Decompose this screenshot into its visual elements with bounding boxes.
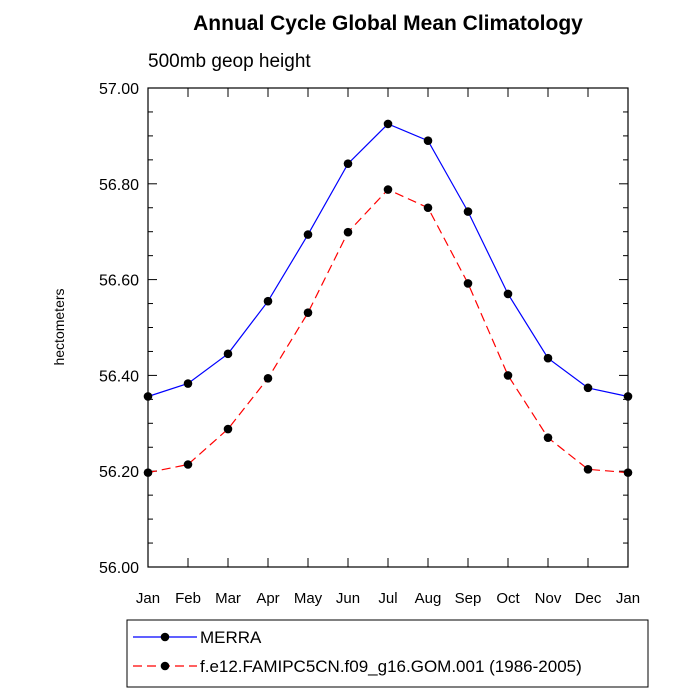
x-tick-label: Oct [496, 590, 520, 607]
series-1-point [623, 468, 633, 477]
series-0-point [583, 383, 593, 393]
x-tick-label: Apr [256, 590, 279, 607]
series-1-point [223, 424, 233, 434]
series-1-point [503, 371, 513, 380]
x-tick-label: Feb [175, 590, 201, 607]
series-1-point [303, 308, 313, 317]
chart-subtitle: 500mb geop height [148, 51, 311, 72]
series-0-point [303, 230, 313, 239]
x-tick-label: Nov [535, 590, 562, 607]
series-1-point [183, 460, 193, 469]
series-layer [143, 119, 633, 477]
x-tick-label: May [294, 590, 323, 607]
legend: MERRA f.e12.FAMIPC5CN.f09_g16.GOM.001 (19… [126, 619, 649, 688]
legend-marker-0 [160, 632, 170, 642]
series-0-point [623, 392, 633, 401]
legend-box [126, 619, 649, 688]
series-1-point [343, 227, 353, 237]
x-tick-label: Sep [455, 590, 482, 607]
x-tick-label: Jul [378, 590, 397, 607]
series-0-point [343, 159, 353, 168]
chart-title: Annual Cycle Global Mean Climatology [193, 12, 583, 35]
series-0-point [143, 392, 153, 401]
series-line-0 [147, 123, 629, 398]
series-1-point [423, 203, 433, 213]
series-line-1 [147, 188, 629, 474]
series-0-point [263, 296, 273, 306]
series-0-point [423, 136, 433, 145]
y-tick-label: 56.20 [99, 464, 139, 481]
series-1-point [263, 373, 273, 383]
x-axis-ticks: Jan Feb Mar Apr May Jun Jul Aug Sep Oct Nov Dec Jan [136, 88, 640, 607]
y-tick-label: 56.40 [99, 368, 139, 385]
legend-marker-1 [160, 661, 170, 671]
series-1-point [463, 279, 473, 288]
series-0-point [503, 289, 513, 299]
y-axis-ticks: 56.00 56.20 56.40 56.60 56.80 57.00 [99, 81, 628, 577]
series-0-point [543, 353, 553, 363]
y-tick-label: 56.80 [99, 177, 139, 194]
x-tick-label: Jan [616, 590, 640, 607]
series-1-point [543, 433, 553, 442]
series-0-point [223, 349, 233, 359]
plot-frame [147, 87, 629, 568]
x-tick-label: Dec [575, 590, 602, 607]
series-1-point [383, 185, 393, 194]
series-0-point [383, 119, 393, 129]
y-tick-label: 56.60 [99, 273, 139, 290]
x-tick-label: Jan [136, 590, 160, 607]
x-tick-label: Aug [415, 590, 442, 607]
y-tick-label: 57.00 [99, 81, 139, 98]
series-1-point [583, 464, 593, 474]
series-1-point [143, 468, 153, 477]
legend-label-0: MERRA [200, 628, 262, 647]
series-0-point [463, 207, 473, 216]
y-axis-label: hectometers [51, 288, 67, 365]
legend-label-1: f.e12.FAMIPC5CN.f09_g16.GOM.001 (1986-20… [200, 657, 582, 676]
series-0-point [183, 379, 193, 388]
y-tick-label: 56.00 [99, 560, 139, 577]
x-tick-label: Mar [215, 590, 241, 607]
x-tick-label: Jun [336, 590, 360, 607]
